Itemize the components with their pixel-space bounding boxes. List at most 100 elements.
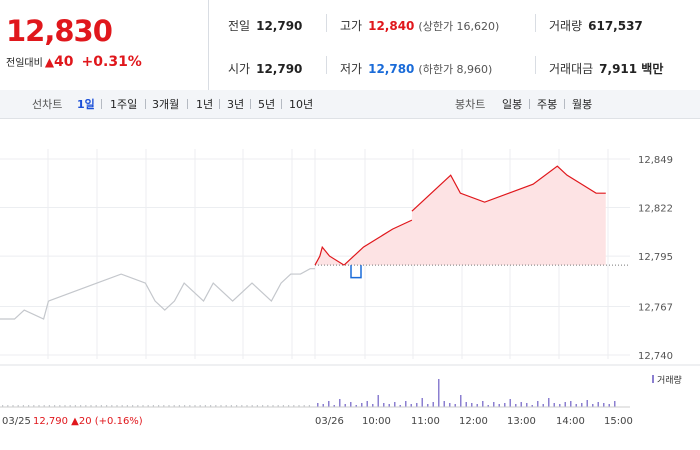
- volume-bar: [383, 403, 385, 407]
- volume-bar: [355, 405, 357, 407]
- volume-bar: [48, 405, 50, 407]
- stat-value: 12,790: [256, 62, 303, 76]
- volume-bar: [74, 405, 76, 407]
- x-tick-label: 13:00: [507, 416, 536, 427]
- volume-bar: [537, 401, 539, 407]
- period-3y-tab[interactable]: 3년: [227, 98, 245, 111]
- stat-high: 고가 12,840 (상한가 16,620): [340, 17, 499, 34]
- volume-bar: [328, 401, 330, 407]
- summary-divider: [208, 0, 209, 90]
- volume-bar: [515, 404, 517, 407]
- volume-bar: [405, 401, 407, 407]
- volume-bar: [121, 405, 123, 407]
- stat-label: 저가: [340, 62, 363, 76]
- volume-bar: [564, 402, 566, 407]
- stats-divider: [535, 56, 536, 74]
- volume-bar: [581, 403, 583, 407]
- stat-value: 12,840: [368, 19, 415, 33]
- volume-bar: [333, 405, 335, 407]
- prev-day-close-value: 12,790 ▲20 (+0.16%): [33, 416, 143, 427]
- stat-value: 12,790: [256, 19, 303, 33]
- toolbar-divider: [281, 99, 282, 109]
- volume-bar: [163, 405, 165, 407]
- change-value: 40: [54, 54, 74, 70]
- volume-bar: [443, 401, 445, 407]
- volume-bar: [251, 405, 253, 407]
- stat-subvalue: (하한가 8,960): [418, 63, 493, 76]
- stat-label: 거래량: [549, 19, 583, 33]
- volume-bar: [17, 405, 19, 407]
- stats-divider: [535, 14, 536, 32]
- volume-bar: [168, 405, 170, 407]
- volume-bar: [586, 400, 588, 407]
- volume-bar: [498, 404, 500, 407]
- volume-bar: [106, 405, 108, 407]
- volume-bar: [454, 404, 456, 407]
- volume-bar: [262, 405, 264, 407]
- x-tick-label: 15:00: [604, 416, 633, 427]
- volume-bar: [158, 405, 160, 407]
- volume-bar: [80, 405, 82, 407]
- volume-bar: [339, 399, 341, 407]
- volume-bar: [377, 395, 379, 407]
- y-tick-label: 12,849: [638, 155, 673, 166]
- volume-legend-label: 거래량: [657, 374, 682, 386]
- volume-bar: [438, 379, 440, 407]
- line-chart-label: 선차트: [32, 98, 63, 111]
- toolbar-divider: [564, 99, 565, 109]
- volume-bar: [85, 405, 87, 407]
- change-percent: +0.31%: [81, 54, 142, 70]
- volume-bar: [471, 403, 473, 407]
- volume-bar: [225, 405, 227, 407]
- y-tick-label: 12,822: [638, 204, 673, 215]
- volume-bar: [592, 404, 594, 407]
- volume-bar: [410, 404, 412, 407]
- volume-bar: [614, 401, 616, 407]
- period-10y-tab[interactable]: 10년: [289, 98, 314, 111]
- volume-bar: [476, 404, 478, 407]
- volume-bar: [282, 405, 284, 407]
- volume-bar: [298, 405, 300, 407]
- volume-bar: [132, 405, 134, 407]
- candle-monthly-tab[interactable]: 월봉: [572, 98, 593, 111]
- stat-value: 7,911 백만: [599, 62, 664, 76]
- period-1y-tab[interactable]: 1년: [196, 98, 214, 111]
- period-5y-tab[interactable]: 5년: [258, 98, 276, 111]
- volume-bar: [147, 405, 149, 407]
- volume-bar: [432, 402, 434, 407]
- volume-bar: [142, 405, 144, 407]
- period-3m-tab[interactable]: 3개월: [152, 98, 180, 111]
- period-1d-tab[interactable]: 1일: [77, 98, 95, 111]
- candle-weekly-tab[interactable]: 주봉: [537, 98, 558, 111]
- volume-bar: [256, 405, 258, 407]
- volume-bar: [553, 403, 555, 407]
- candle-daily-tab[interactable]: 일봉: [502, 98, 523, 111]
- volume-bar: [204, 405, 206, 407]
- volume-bar: [28, 405, 30, 407]
- volume-bar: [210, 405, 212, 407]
- volume-bar: [277, 405, 279, 407]
- volume-bar: [603, 403, 605, 407]
- x-tick-label: 12:00: [459, 416, 488, 427]
- period-1w-tab[interactable]: 1주일: [110, 98, 138, 111]
- price-line-segment: [0, 300, 50, 320]
- volume-bar: [361, 403, 363, 407]
- volume-bar: [293, 405, 295, 407]
- volume-bar: [137, 405, 139, 407]
- volume-bar: [7, 405, 9, 407]
- volume-bar: [54, 405, 56, 407]
- volume-bar: [531, 405, 533, 407]
- volume-bar: [350, 402, 352, 407]
- x-tick-label: 14:00: [556, 416, 585, 427]
- volume-bar: [69, 405, 71, 407]
- change-row: 전일대비 ▲40 +0.31%: [6, 54, 142, 70]
- volume-bar: [43, 405, 45, 407]
- candle-chart-label: 봉차트: [455, 98, 486, 111]
- volume-bar: [194, 405, 196, 407]
- volume-bar: [526, 403, 528, 407]
- volume-bar: [482, 401, 484, 407]
- price-line-segment: [411, 165, 606, 212]
- volume-bar: [322, 404, 324, 407]
- price-line-segment: [193, 268, 315, 303]
